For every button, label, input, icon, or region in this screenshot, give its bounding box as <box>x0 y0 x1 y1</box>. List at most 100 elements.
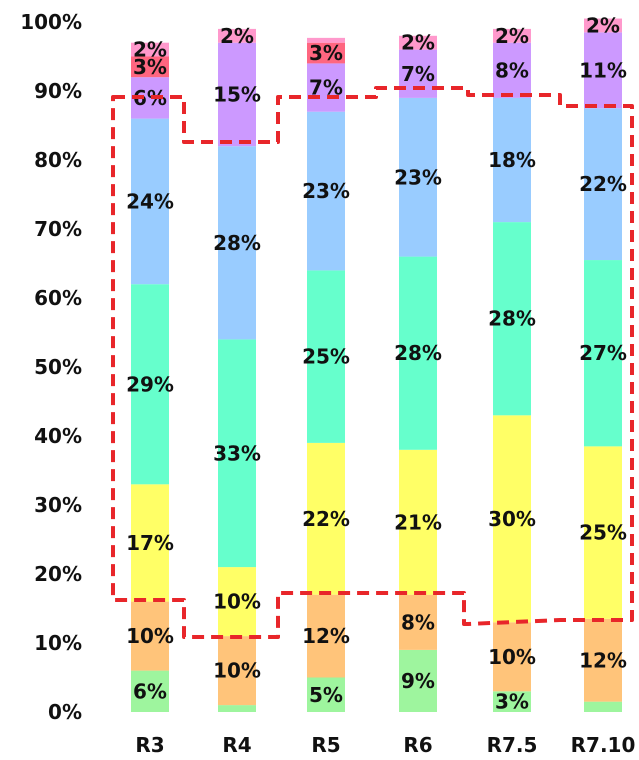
data-label: 27% <box>579 341 627 365</box>
x-tick-label: R6 <box>403 733 432 757</box>
bar-segment <box>399 97 437 257</box>
bar-segment <box>218 636 256 706</box>
bar-segment <box>584 446 622 619</box>
data-labels: 6%10%17%29%24%6%3%2%10%10%33%28%15%2%5%1… <box>126 13 627 713</box>
data-label: 24% <box>126 189 174 213</box>
bar-segment <box>399 449 437 595</box>
data-label: 3% <box>495 690 529 714</box>
data-label: 10% <box>126 624 174 648</box>
bar-segment <box>218 339 256 568</box>
bar-segment <box>131 118 169 285</box>
data-label: 8% <box>401 610 435 634</box>
x-tick-label: R7.10 <box>571 733 636 757</box>
x-tick-label: R5 <box>311 733 340 757</box>
data-label: 2% <box>495 24 529 48</box>
bar-segment <box>131 284 169 485</box>
data-label: 6% <box>133 679 167 703</box>
x-axis: R3 R4 R5 R6 R7.5 R7.10 <box>135 733 635 757</box>
bar-segment <box>493 691 531 712</box>
bar-segment <box>131 42 169 57</box>
data-label: 2% <box>220 24 254 48</box>
bar-segment <box>584 701 622 712</box>
data-label: 17% <box>126 531 174 555</box>
data-label: 33% <box>213 441 261 465</box>
bar-segment <box>493 28 531 43</box>
bar-segment <box>493 97 531 223</box>
y-tick-label: 100% <box>20 10 82 34</box>
bar-segment <box>307 63 345 112</box>
y-tick-label: 10% <box>34 631 82 655</box>
y-tick-label: 30% <box>34 493 82 517</box>
data-label: 28% <box>488 307 536 331</box>
bar-segment <box>307 270 345 443</box>
data-label: 29% <box>126 372 174 396</box>
bar-segment <box>307 677 345 712</box>
y-tick-label: 70% <box>34 217 82 241</box>
y-tick-label: 50% <box>34 355 82 379</box>
bar-segment <box>307 37 345 43</box>
y-tick-label: 40% <box>34 424 82 448</box>
bar-segment <box>584 618 622 702</box>
bar-segment <box>307 42 345 64</box>
data-label: 7% <box>401 62 435 86</box>
data-label: 9% <box>401 669 435 693</box>
data-label: 10% <box>213 659 261 683</box>
data-label: 25% <box>579 521 627 545</box>
x-tick-label: R4 <box>222 733 251 757</box>
bar-segment <box>307 442 345 595</box>
data-label: 2% <box>133 38 167 62</box>
data-label: 10% <box>213 590 261 614</box>
x-tick-label: R3 <box>135 733 164 757</box>
highlight-dashed-outline <box>111 86 634 639</box>
bar-segment <box>218 28 256 43</box>
data-label: 12% <box>302 624 350 648</box>
bar-segment <box>131 670 169 712</box>
x-tick-label: R7.5 <box>487 733 538 757</box>
y-tick-label: 20% <box>34 562 82 586</box>
data-label: 12% <box>579 648 627 672</box>
bar-segment <box>307 594 345 678</box>
bar-segment <box>131 56 169 78</box>
data-label: 22% <box>302 507 350 531</box>
bar-segment <box>307 111 345 271</box>
data-label: 3% <box>133 55 167 79</box>
data-label: 8% <box>495 58 529 82</box>
bar-segment <box>131 484 169 602</box>
bar-segment <box>399 594 437 650</box>
bar-segment <box>218 146 256 340</box>
bar-segment <box>584 18 622 33</box>
y-tick-label: 60% <box>34 286 82 310</box>
data-label: 23% <box>394 165 442 189</box>
bar-segment <box>493 222 531 416</box>
data-label: 3% <box>309 41 343 65</box>
bar-segment <box>399 35 437 50</box>
y-axis: 0% 10% 20% 30% 40% 50% 60% 70% 80% 90% 100% <box>20 10 82 724</box>
data-label: 23% <box>302 179 350 203</box>
data-label: 5% <box>309 683 343 707</box>
bar-segment <box>493 415 531 623</box>
bar-segment <box>218 567 256 637</box>
data-label: 2% <box>401 31 435 55</box>
data-label: 28% <box>213 231 261 255</box>
bar-segment <box>584 32 622 109</box>
bar-segment <box>584 260 622 447</box>
data-label: 30% <box>488 507 536 531</box>
data-label: 18% <box>488 148 536 172</box>
bar-segment <box>493 42 531 98</box>
y-tick-label: 0% <box>48 700 82 724</box>
y-tick-label: 80% <box>34 148 82 172</box>
data-label: 28% <box>394 341 442 365</box>
bar-segment <box>399 649 437 712</box>
bar-segment <box>493 622 531 692</box>
bar-segment <box>399 256 437 450</box>
data-label: 10% <box>488 645 536 669</box>
y-tick-label: 90% <box>34 79 82 103</box>
data-label: 2% <box>586 13 620 37</box>
bar-segment <box>584 108 622 261</box>
data-label: 15% <box>213 82 261 106</box>
data-label: 21% <box>394 510 442 534</box>
bars <box>131 18 622 712</box>
data-label: 11% <box>579 58 627 82</box>
